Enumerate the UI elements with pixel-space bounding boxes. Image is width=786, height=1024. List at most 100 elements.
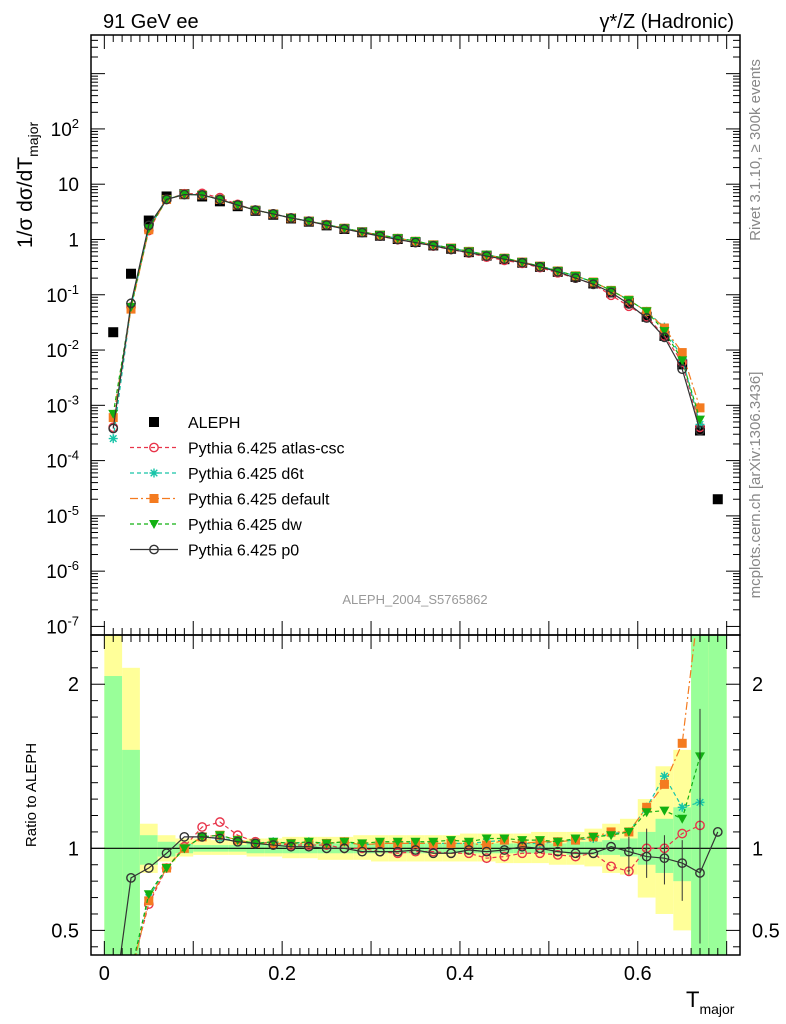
ratio-point-default: [659, 779, 669, 789]
main-point-p0: [232, 200, 243, 210]
process-title: γ*/Z (Hadronic): [600, 11, 734, 33]
ratio-point-dw: [446, 836, 457, 846]
main-point-p0: [250, 205, 261, 215]
main-point-p0: [499, 254, 510, 265]
ratio-point-p0: [126, 872, 136, 883]
uncertainty-band-inner: [122, 749, 140, 955]
ratio-point-dw: [570, 834, 581, 844]
ratio-point-p0: [375, 846, 385, 857]
ratio-point-p0: [570, 848, 581, 859]
ratio-point-dw: [410, 837, 421, 847]
ratio-point-p0: [552, 846, 563, 857]
ratio-point-p0: [250, 838, 261, 849]
ratio-point-dw: [481, 834, 492, 844]
main-series-line-default: [112, 193, 701, 418]
ratio-point-atlas_csc: [677, 828, 688, 839]
legend-marker-p0: [149, 544, 159, 555]
ratio-ytick-label: 1: [68, 838, 79, 860]
xtick-label: 0: [99, 963, 110, 985]
ratio-point-atlas_csc: [197, 822, 208, 832]
legend-label-dw: Pythia 6.425 dw: [188, 517, 302, 534]
main-panel: 10-7 10-6 10-5 10-4 10-3 10-2 10-1 1 10 102: [46, 34, 741, 638]
ratio-point-p0: [339, 843, 350, 854]
ratio-point-atlas_csc: [552, 849, 563, 860]
legend-marker-d6t: [149, 468, 159, 478]
main-point-p0: [143, 220, 154, 231]
main-point-p0: [623, 299, 634, 309]
ratio-point-dw: [623, 827, 634, 837]
main-ytick-label: 10-7: [46, 613, 79, 638]
ratio-point-dw: [659, 806, 670, 816]
main-series-line-atlas_csc: [112, 192, 701, 428]
ratio-ytick-label: 2: [68, 674, 79, 696]
main-point-data: [108, 327, 119, 338]
main-point-p0: [339, 224, 350, 234]
main-ylabel: 1/σ dσ/dTmajor: [14, 122, 41, 249]
ratio-series-line-default: [135, 635, 696, 955]
legend-label-data: ALEPH: [188, 415, 240, 432]
main-point-p0: [677, 364, 688, 375]
main-point-p0: [268, 209, 279, 219]
legend-label-atlas_csc: Pythia 6.425 atlas-csc: [188, 441, 345, 458]
ratio-point-dw: [641, 808, 652, 818]
main-ytick-label: 10-6: [46, 558, 79, 583]
main-content: [108, 188, 723, 505]
ratio-point-p0: [303, 841, 314, 852]
ratio-point-dw: [392, 837, 403, 847]
ratio-point-p0: [428, 848, 439, 859]
legend-label-d6t: Pythia 6.425 d6t: [188, 466, 304, 483]
legend: ALEPH Pythia 6.425 atlas-csc Pythia 6.425 …: [130, 415, 345, 560]
legend-marker-dw: [149, 520, 159, 529]
ratio-point-dw: [179, 844, 190, 854]
ratio-point-atlas_csc: [499, 851, 510, 862]
legend-marker-default: [149, 494, 159, 503]
xlabel: Tmajor: [686, 987, 735, 1017]
ratio-ytick-label-right: 2: [752, 674, 763, 696]
ratio-point-dw: [268, 837, 279, 847]
main-point-p0: [463, 247, 474, 258]
uncertainty-band-inner: [139, 835, 158, 865]
main-point-p0: [303, 216, 314, 227]
main-point-p0: [606, 287, 616, 298]
main-point-dw: [677, 356, 688, 366]
main-point-dw: [143, 224, 154, 234]
ratio-point-dw: [552, 837, 563, 847]
ratio-point-d6t: [677, 802, 687, 812]
ratio-point-p0: [321, 843, 332, 854]
ratio-ytick-label-right: 0.5: [752, 920, 780, 942]
legend-marker-data: [149, 417, 159, 427]
main-point-p0: [641, 313, 652, 323]
main-point-p0: [375, 231, 385, 242]
main-point-p0: [215, 194, 225, 205]
main-ytick-label: 10-5: [46, 503, 79, 528]
main-series-line-d6t: [112, 193, 701, 439]
ratio-point-dw: [606, 831, 617, 841]
ratio-point-d6t: [659, 771, 669, 781]
ratio-point-p0: [179, 831, 190, 842]
main-point-data: [126, 268, 137, 279]
ratio-point-p0: [286, 841, 296, 852]
main-point-p0: [695, 425, 705, 436]
ratio-point-p0: [392, 846, 403, 857]
main-ytick-label: 1: [68, 230, 79, 251]
legend-label-p0: Pythia 6.425 p0: [188, 543, 299, 560]
ratio-point-p0: [588, 848, 599, 859]
main-point-p0: [535, 261, 545, 272]
ratio-series-line-dw: [134, 756, 701, 955]
ratio-point-dw: [499, 834, 510, 844]
ratio-series-line-d6t: [134, 774, 701, 955]
ratio-point-p0: [410, 845, 421, 855]
main-ytick-label: 10-3: [46, 392, 79, 417]
xtick-label: 0.4: [446, 963, 474, 985]
ratio-point-p0: [517, 841, 528, 852]
ratio-point-p0: [535, 843, 545, 854]
main-ytick-label: 102: [51, 116, 79, 141]
ratio-point-p0: [232, 836, 243, 847]
ratio-point-atlas_csc: [535, 848, 545, 859]
ratio-point-p0: [161, 848, 172, 859]
ratio-point-dw: [588, 832, 599, 842]
main-point-p0: [197, 190, 208, 200]
main-ytick-label: 10-1: [46, 282, 79, 307]
ratio-point-p0: [481, 846, 492, 857]
